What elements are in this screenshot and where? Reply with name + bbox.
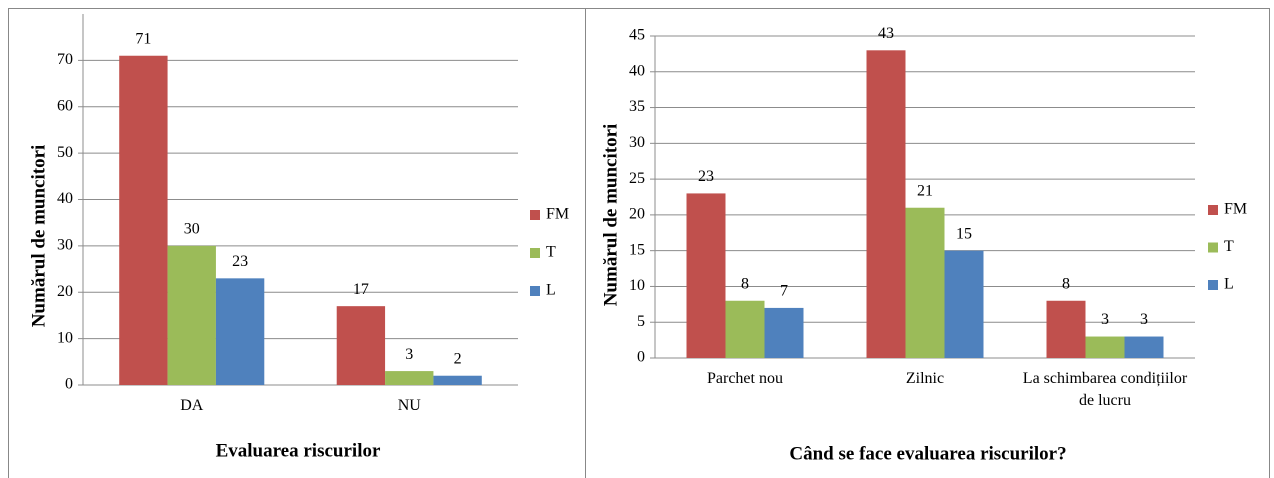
y-tick-label: 45 xyxy=(629,27,645,44)
x-tick-label: Parchet nou xyxy=(707,370,783,387)
value-label: 3 xyxy=(405,346,413,363)
x-axis-title: Când se face evaluarea riscurilor? xyxy=(789,443,1066,464)
value-label: 7 xyxy=(780,283,788,300)
legend-label: L xyxy=(546,282,556,299)
y-axis-title: Numărul de muncitori xyxy=(600,124,621,307)
bar xyxy=(1085,336,1125,358)
bar xyxy=(215,278,265,385)
bar xyxy=(866,50,906,359)
y-tick-label: 60 xyxy=(57,97,73,114)
y-tick-label: 0 xyxy=(65,376,73,393)
legend-label: L xyxy=(1224,276,1234,293)
bar xyxy=(725,300,765,358)
y-axis-title: Numărul de muncitori xyxy=(28,145,49,328)
bar xyxy=(944,250,984,358)
value-label: 21 xyxy=(917,182,933,199)
legend-swatch xyxy=(1208,242,1218,253)
bar xyxy=(1046,300,1086,358)
y-tick-label: 35 xyxy=(629,98,645,115)
value-label: 2 xyxy=(454,350,462,367)
y-tick-label: 30 xyxy=(57,237,73,254)
x-tick-label-box: La schimbarea condițiilor de lucru xyxy=(1022,370,1188,409)
y-tick-label: 40 xyxy=(629,62,645,79)
y-tick-label: 10 xyxy=(629,277,645,294)
legend-label: FM xyxy=(1224,201,1247,218)
value-label: 3 xyxy=(1140,311,1148,328)
x-tick-label: Zilnic xyxy=(905,370,945,387)
bar xyxy=(119,55,168,386)
x-tick-label: DA xyxy=(180,397,204,414)
value-label: 43 xyxy=(878,25,894,42)
legend-label: FM xyxy=(546,206,569,223)
legend-label: T xyxy=(1224,238,1234,255)
bar xyxy=(764,307,804,358)
value-label: 23 xyxy=(232,253,248,270)
value-label: 8 xyxy=(1062,275,1070,292)
x-axis-title: Evaluarea riscurilor xyxy=(216,440,381,461)
legend-swatch xyxy=(530,286,540,296)
y-tick-label: 50 xyxy=(57,144,73,161)
bar xyxy=(905,207,945,358)
value-label: 15 xyxy=(956,225,972,242)
y-tick-label: 5 xyxy=(637,313,645,330)
bar xyxy=(686,193,726,358)
panel-border xyxy=(585,8,1270,478)
value-label: 3 xyxy=(1101,311,1109,328)
legend-swatch xyxy=(1208,205,1218,215)
value-label: 23 xyxy=(698,168,714,185)
legend-swatch xyxy=(1208,280,1218,290)
x-tick-label-box: DA xyxy=(180,397,204,414)
y-tick-label: 10 xyxy=(57,329,73,346)
bar xyxy=(1124,336,1164,358)
bar xyxy=(336,306,386,385)
value-label: 17 xyxy=(353,281,369,298)
bar xyxy=(385,371,434,385)
x-tick-label-box: Zilnic xyxy=(905,370,945,387)
y-tick-label: 40 xyxy=(57,190,73,207)
bar xyxy=(167,245,216,385)
y-tick-label: 20 xyxy=(57,283,73,300)
legend-swatch xyxy=(530,248,540,258)
legend-label: T xyxy=(546,244,556,261)
y-tick-label: 70 xyxy=(57,51,73,68)
y-tick-label: 0 xyxy=(637,349,645,366)
legend-swatch xyxy=(530,210,540,220)
y-tick-label: 20 xyxy=(629,206,645,223)
y-tick-label: 30 xyxy=(629,134,645,151)
value-label: 71 xyxy=(135,30,151,47)
x-tick-label-box: Parchet nou xyxy=(707,370,783,387)
value-label: 8 xyxy=(741,275,749,292)
x-tick-label-box: NU xyxy=(397,397,421,414)
value-label: 30 xyxy=(184,221,200,238)
y-tick-label: 25 xyxy=(629,170,645,187)
bar xyxy=(433,375,482,385)
x-tick-label: NU xyxy=(397,397,421,414)
x-tick-label: La schimbarea condițiilor de lucru xyxy=(1022,370,1188,409)
y-tick-label: 15 xyxy=(629,241,645,258)
